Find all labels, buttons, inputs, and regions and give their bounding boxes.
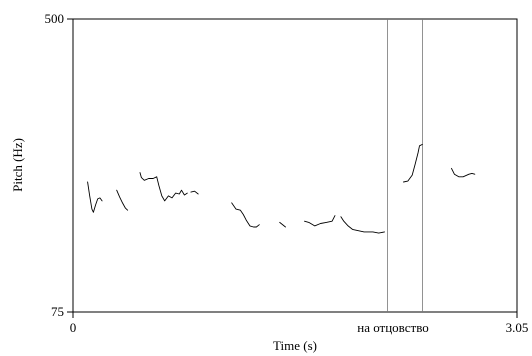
y-tick-label-min: 75 [51, 304, 64, 319]
pitch-contour-segment-5 [190, 190, 199, 195]
selection-annotation: на отцовство [357, 320, 429, 335]
selection-markers [386, 19, 423, 312]
pitch-contour-segment-8 [304, 215, 336, 227]
y-tick-label-max: 500 [45, 11, 65, 26]
pitch-contour-segment-10 [403, 143, 423, 183]
x-tick-label-max: 3.05 [506, 320, 529, 335]
pitch-contour-segment-9 [340, 216, 385, 234]
x-tick-label-min: 0 [70, 320, 77, 335]
y-axis-title: Pitch (Hz) [10, 138, 25, 192]
pitch-contour-segment-7 [279, 221, 286, 228]
x-axis-title: Time (s) [273, 338, 317, 353]
pitch-contour-segment-2 [116, 189, 129, 211]
plot-frame [72, 18, 518, 313]
pitch-contour-segment-3 [139, 172, 158, 181]
pitch-contour-segment-1 [87, 181, 103, 213]
pitch-contour-segment-11 [451, 167, 476, 178]
pitch-contour-segment-4 [156, 176, 188, 202]
pitch-contours [87, 143, 476, 234]
pitch-contour-segment-6 [231, 202, 260, 228]
